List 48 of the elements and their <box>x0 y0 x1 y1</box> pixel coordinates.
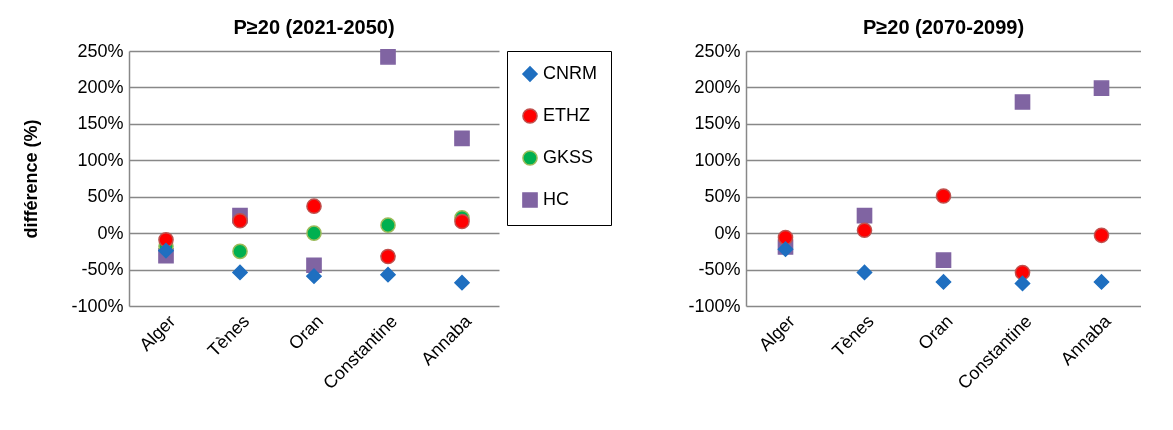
point <box>1093 80 1110 96</box>
point <box>306 225 322 241</box>
point <box>380 49 396 65</box>
y-tick-label: 200% <box>77 76 124 97</box>
point <box>856 222 873 239</box>
point <box>454 274 470 291</box>
point <box>306 268 322 284</box>
y-tick-label: -100% <box>71 295 124 316</box>
point <box>935 252 952 268</box>
point <box>380 248 396 265</box>
point <box>1093 227 1110 244</box>
point <box>1014 94 1031 110</box>
chart-title: P≥20 (2070-2099) <box>862 16 1025 38</box>
point <box>232 212 248 229</box>
point <box>1014 275 1031 292</box>
y-tick-label: 250% <box>694 40 741 61</box>
y-tick-label: 50% <box>704 186 741 207</box>
y-tick-label: 50% <box>87 186 124 207</box>
point <box>380 266 396 283</box>
y-tick-label: 0% <box>714 222 741 243</box>
y-tick-label: 100% <box>77 149 124 170</box>
chart-title: P≥20 (2021-2050) <box>233 16 395 38</box>
point <box>158 242 174 259</box>
point <box>454 213 470 230</box>
y-tick-label: -50% <box>698 259 741 280</box>
point <box>232 264 248 281</box>
point <box>1093 274 1110 290</box>
point <box>232 243 248 260</box>
point <box>306 198 322 214</box>
y-tick-label: 150% <box>77 113 124 134</box>
point <box>454 130 470 147</box>
legend-label: CNRM <box>543 63 597 83</box>
legend-label: HC <box>543 189 569 209</box>
point <box>856 264 873 281</box>
y-axis-title: différence (%) <box>21 119 42 239</box>
point <box>856 207 873 224</box>
y-tick-label: 150% <box>694 113 741 134</box>
legend-label: ETHZ <box>543 105 590 125</box>
point <box>935 274 952 290</box>
y-tick-label: 200% <box>694 76 741 97</box>
legend-label: GKSS <box>543 147 594 167</box>
y-tick-label: 0% <box>97 222 124 243</box>
y-tick-label: 100% <box>694 149 741 170</box>
y-tick-label: -100% <box>688 295 741 316</box>
y-tick-label: -50% <box>81 259 124 280</box>
point <box>935 188 952 204</box>
y-tick-label: 250% <box>77 40 124 61</box>
point <box>380 217 396 233</box>
